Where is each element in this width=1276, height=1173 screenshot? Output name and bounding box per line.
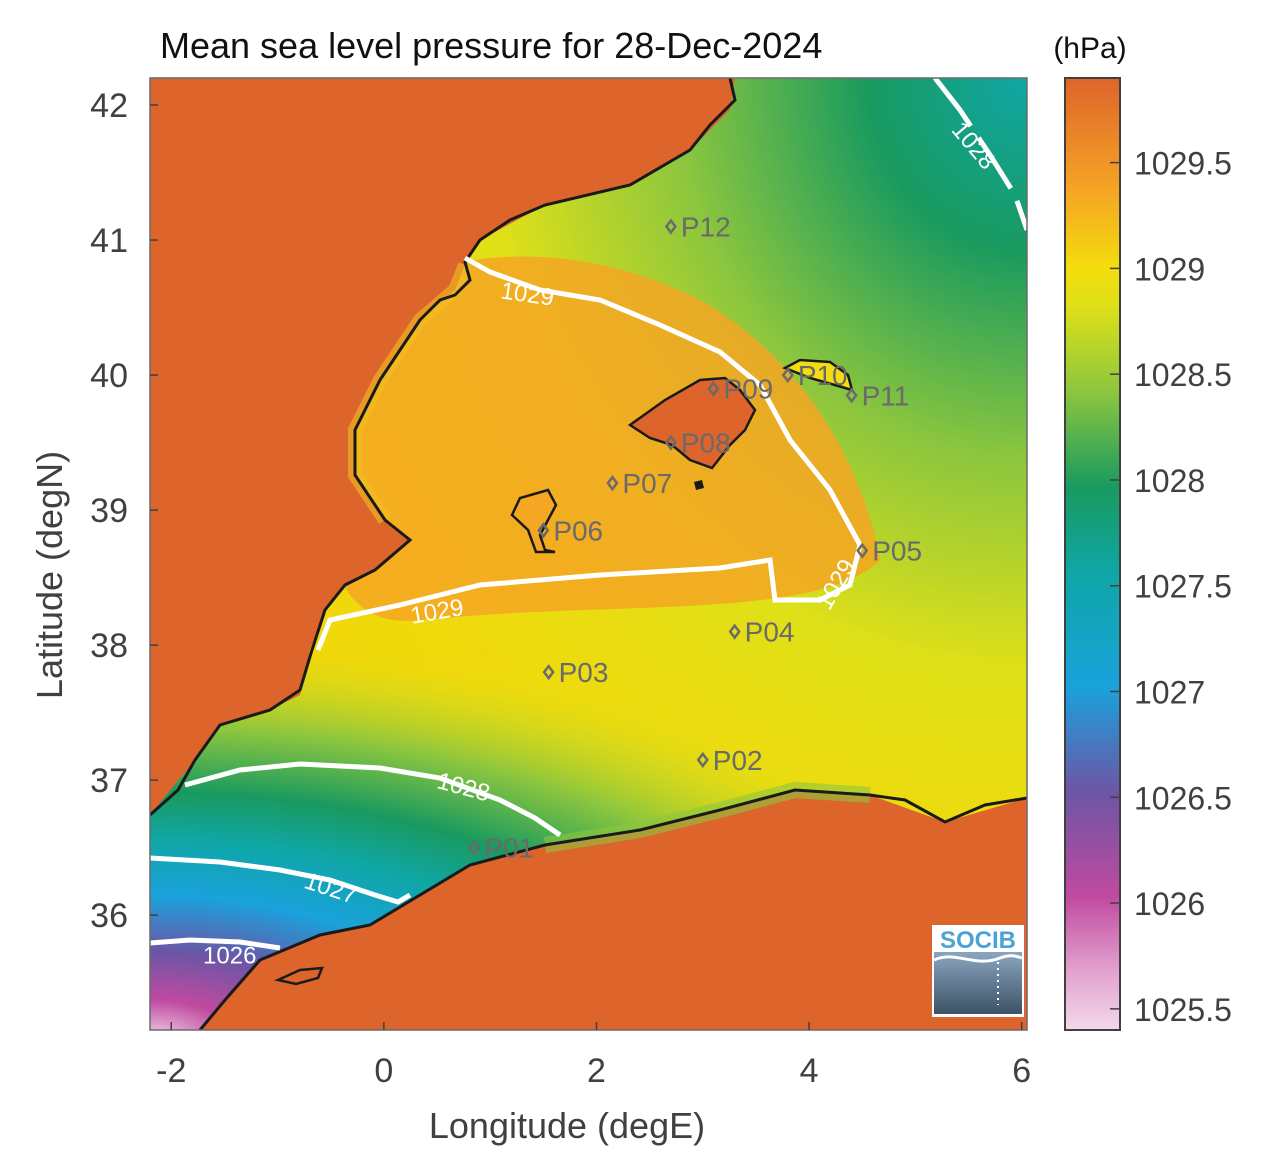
y-tick-label: 36 (90, 897, 128, 935)
contour-1029-north (315, 255, 863, 651)
x-tick-label: -2 (156, 1052, 186, 1090)
x-tick-label: 2 (587, 1052, 606, 1090)
station-marker-icon (664, 218, 677, 235)
station-markers: P01 P02 P03 P04 P05 P06 P07 P08 P09 P10 P11 P12 (468, 212, 922, 864)
y-tick-label: 37 (90, 762, 128, 800)
station-label: P12 (681, 212, 731, 243)
colorbar-ticks: 1029.5 1029 1028.5 1028 1027.5 1027 1026.5 1026… (1110, 146, 1232, 1028)
alboran-island (274, 966, 324, 986)
colorbar-tick-label: 1029 (1134, 251, 1205, 287)
socib-logo-text: SOCIB (940, 927, 1016, 954)
station-marker-icon (707, 380, 720, 397)
colorbar-unit: (hPa) (1053, 32, 1126, 65)
colorbar-tick-label: 1027.5 (1134, 569, 1232, 605)
station-marker-icon (606, 475, 619, 492)
contour-1026 (150, 937, 281, 951)
y-axis: 42 41 40 39 38 37 36 (90, 87, 158, 935)
station-marker-icon (542, 664, 555, 681)
menorca-island (782, 358, 854, 392)
africa-coastline (198, 788, 1027, 1030)
iberia-coastline (150, 78, 737, 817)
contour-1028-northeast (933, 78, 1027, 231)
station-label: P02 (713, 745, 763, 776)
colorbar-tick-label: 1029.5 (1134, 146, 1232, 182)
station-label: P08 (681, 428, 731, 459)
contour-label: 1026 (203, 943, 256, 970)
colorbar-tick-label: 1025.5 (1134, 992, 1232, 1028)
x-tick-label: 6 (1012, 1052, 1031, 1090)
cabrera-island (694, 480, 704, 490)
colorbar-scale (1064, 77, 1121, 1031)
station-marker-icon (664, 434, 677, 451)
station-label: P01 (484, 833, 534, 864)
station-marker-icon (537, 522, 550, 539)
iberia-land (150, 78, 735, 815)
station-label: P05 (872, 536, 922, 567)
station-label: P03 (559, 657, 609, 688)
y-tick-label: 41 (90, 222, 128, 260)
station-marker-icon (781, 366, 794, 384)
station-label: P11 (862, 380, 910, 411)
x-tick-label: 0 (374, 1052, 393, 1090)
y-axis-label: Latitude (degN) (29, 451, 70, 699)
y-tick-label: 40 (90, 357, 128, 395)
station-label: P10 (798, 360, 848, 391)
africa-land (200, 790, 1027, 1030)
map-frame (149, 77, 1028, 1031)
socib-logo: SOCIB (932, 925, 1024, 1017)
mallorca-island (627, 376, 757, 470)
y-tick-label: 39 (90, 492, 128, 530)
station-label: P06 (553, 515, 603, 546)
colorbar-tick-label: 1026.5 (1134, 780, 1232, 816)
station-label: P09 (723, 374, 773, 405)
colorbar: 1029.5 1029 1028.5 1028 1027.5 1027 1026.5 1026… (1064, 77, 1232, 1031)
station-label: P07 (622, 468, 672, 499)
y-tick-label: 42 (90, 87, 128, 125)
ibiza-island (510, 488, 558, 554)
colorbar-tick-label: 1028.5 (1134, 357, 1232, 393)
station-marker-icon (696, 751, 709, 769)
colorbar-tick-label: 1026 (1134, 886, 1205, 922)
x-axis: -2 0 2 4 6 (156, 1022, 1031, 1090)
station-marker-icon (845, 387, 858, 404)
contour-1027 (150, 855, 412, 905)
x-axis-label: Longitude (degE) (429, 1105, 705, 1146)
x-tick-label: 4 (800, 1052, 819, 1090)
y-tick-label: 38 (90, 627, 128, 665)
station-label: P04 (745, 617, 795, 648)
station-marker-icon (728, 623, 741, 640)
map-title: Mean sea level pressure for 28-Dec-2024 (160, 25, 822, 66)
station-marker-icon (468, 839, 481, 856)
colorbar-tick-label: 1027 (1134, 675, 1205, 711)
station-marker-icon (856, 542, 869, 559)
contour-1028-south (184, 761, 562, 838)
colorbar-tick-label: 1028 (1134, 463, 1205, 499)
